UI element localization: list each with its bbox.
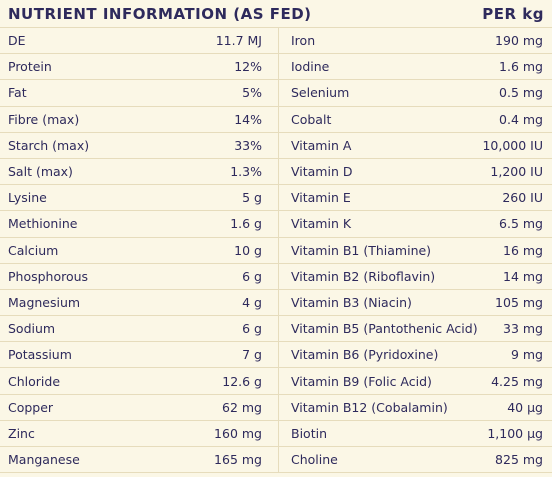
table-title: NUTRIENT INFORMATION (AS FED) (8, 4, 312, 23)
nutrient-value: 16 mg (481, 237, 552, 264)
table-row: DE 11.7 MJ Iron 190 mg (0, 28, 552, 55)
nutrient-value: 14% (188, 106, 279, 133)
nutrient-name: Choline (278, 446, 481, 474)
table-row: Lysine 5 g Vitamin E 260 IU (0, 184, 552, 212)
nutrient-value: 11.7 MJ (188, 28, 279, 55)
nutrient-value: 6 g (188, 315, 279, 343)
nutrient-name: Fat (0, 79, 188, 107)
nutrient-value: 9 mg (481, 341, 552, 369)
table-row: Chloride 12.6 g Vitamin B9 (Folic Acid) 4.2… (0, 367, 552, 395)
nutrient-value: 7 g (188, 341, 279, 369)
table-header: NUTRIENT INFORMATION (AS FED) PER kg (0, 0, 552, 28)
nutrient-value: 1,100 µg (481, 420, 552, 448)
nutrient-name: Vitamin B3 (Niacin) (278, 289, 481, 317)
nutrient-value: 6.5 mg (481, 210, 552, 238)
nutrient-value: 14 mg (481, 263, 552, 290)
nutrient-name: Vitamin E (278, 184, 481, 212)
nutrient-name: Selenium (278, 79, 481, 107)
nutrient-value: 5% (188, 79, 279, 107)
table-row: Methionine 1.6 g Vitamin K 6.5 mg (0, 210, 552, 238)
table-row: Manganese 165 mg Choline 825 mg (0, 446, 552, 474)
nutrient-name: Zinc (0, 420, 188, 448)
nutrient-value: 10 g (188, 237, 279, 264)
nutrient-value: 260 IU (481, 184, 552, 212)
nutrient-value: 4.25 mg (481, 367, 552, 395)
nutrient-value: 4 g (188, 289, 279, 317)
nutrient-name: Starch (max) (0, 132, 188, 159)
nutrient-name: Manganese (0, 446, 188, 474)
table-row: Protein 12% Iodine 1.6 mg (0, 53, 552, 81)
nutrient-value: 105 mg (481, 289, 552, 317)
nutrient-name: Phosphorous (0, 263, 188, 290)
nutrient-value: 33% (188, 132, 279, 159)
nutrient-name: Methionine (0, 210, 188, 238)
nutrient-value: 62 mg (188, 394, 279, 421)
nutrient-name: Copper (0, 394, 188, 421)
table-row: Copper 62 mg Vitamin B12 (Cobalamin) 40 µg (0, 394, 552, 421)
nutrient-name: Vitamin B2 (Riboflavin) (278, 263, 481, 290)
nutrient-name: Fibre (max) (0, 106, 188, 133)
table-row: Sodium 6 g Vitamin B5 (Pantothenic Acid) 33… (0, 315, 552, 343)
nutrient-value: 1,200 IU (481, 158, 552, 186)
nutrient-value: 825 mg (481, 446, 552, 474)
table-body: DE 11.7 MJ Iron 190 mg Protein 12% Iodine 1.6 m… (0, 28, 552, 474)
nutrient-name: Vitamin A (278, 132, 481, 159)
nutrient-name: Potassium (0, 341, 188, 369)
nutrient-name: Cobalt (278, 106, 481, 133)
nutrient-value: 33 mg (481, 315, 552, 343)
table-row: Magnesium 4 g Vitamin B3 (Niacin) 105 mg (0, 289, 552, 317)
nutrient-table: DE 11.7 MJ Iron 190 mg Protein 12% Iodine 1.6 m… (0, 28, 552, 474)
nutrient-value: 1.6 g (188, 210, 279, 238)
nutrient-value: 12% (188, 53, 279, 81)
nutrient-name: Lysine (0, 184, 188, 212)
nutrient-value: 0.4 mg (481, 106, 552, 133)
nutrient-name: DE (0, 28, 188, 55)
nutrient-name: Iodine (278, 53, 481, 81)
nutrient-name: Vitamin B9 (Folic Acid) (278, 367, 481, 395)
nutrient-name: Vitamin B12 (Cobalamin) (278, 394, 481, 421)
nutrient-value: 1.6 mg (481, 53, 552, 81)
nutrient-name: Sodium (0, 315, 188, 343)
nutrient-name: Salt (max) (0, 158, 188, 186)
nutrient-value: 165 mg (188, 446, 279, 474)
nutrient-value: 5 g (188, 184, 279, 212)
nutrient-name: Chloride (0, 367, 188, 395)
table-row: Starch (max) 33% Vitamin A 10,000 IU (0, 132, 552, 159)
nutrient-value: 12.6 g (188, 367, 279, 395)
nutrient-value: 1.3% (188, 158, 279, 186)
nutrient-value: 160 mg (188, 420, 279, 448)
nutrient-name: Vitamin D (278, 158, 481, 186)
nutrient-value: 40 µg (481, 394, 552, 421)
nutrient-name: Magnesium (0, 289, 188, 317)
nutrient-value: 10,000 IU (481, 132, 552, 159)
table-row: Salt (max) 1.3% Vitamin D 1,200 IU (0, 158, 552, 186)
table-row: Fibre (max) 14% Cobalt 0.4 mg (0, 106, 552, 133)
unit-label: PER kg (482, 4, 544, 23)
table-row: Phosphorous 6 g Vitamin B2 (Riboflavin) 14 … (0, 263, 552, 290)
nutrient-name: Vitamin B5 (Pantothenic Acid) (278, 315, 481, 343)
nutrient-value: 6 g (188, 263, 279, 290)
nutrient-name: Calcium (0, 237, 188, 264)
nutrient-name: Vitamin B6 (Pyridoxine) (278, 341, 481, 369)
table-row: Potassium 7 g Vitamin B6 (Pyridoxine) 9 mg (0, 341, 552, 369)
nutrient-name: Biotin (278, 420, 481, 448)
table-row: Calcium 10 g Vitamin B1 (Thiamine) 16 mg (0, 237, 552, 264)
nutrient-name: Protein (0, 53, 188, 81)
nutrient-value: 190 mg (481, 28, 552, 55)
nutrient-name: Iron (278, 28, 481, 55)
table-row: Zinc 160 mg Biotin 1,100 µg (0, 420, 552, 448)
nutrient-name: Vitamin K (278, 210, 481, 238)
nutrient-value: 0.5 mg (481, 79, 552, 107)
table-row: Fat 5% Selenium 0.5 mg (0, 79, 552, 107)
nutrient-name: Vitamin B1 (Thiamine) (278, 237, 481, 264)
